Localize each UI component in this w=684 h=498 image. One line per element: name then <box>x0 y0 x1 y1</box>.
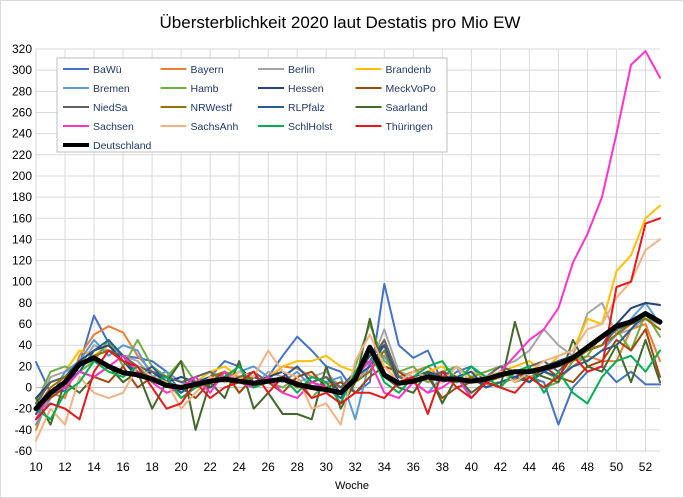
x-tick-label: 10 <box>29 460 43 474</box>
y-tick-label: 220 <box>12 148 32 162</box>
legend-label: Berlin <box>288 64 315 76</box>
legend-label: Saarland <box>386 102 428 114</box>
x-tick-label: 48 <box>581 460 595 474</box>
y-tick-label: 180 <box>12 190 32 204</box>
legend-label: Thüringen <box>386 121 433 133</box>
legend-label: RLPfalz <box>288 102 325 114</box>
x-tick-label: 34 <box>378 460 392 474</box>
legend-label: Hamb <box>191 83 219 95</box>
legend-label: MeckVoPo <box>386 83 436 95</box>
legend-label: Sachsen <box>93 121 134 133</box>
legend-label: SachsAnh <box>191 121 239 133</box>
y-tick-label: 280 <box>12 84 32 98</box>
legend-label: NiedSa <box>93 102 128 114</box>
y-tick-label: -20 <box>15 402 33 416</box>
x-tick-label: 42 <box>494 460 508 474</box>
y-tick-label: -60 <box>15 444 33 458</box>
y-tick-label: 160 <box>12 211 32 225</box>
legend-label: Deutschland <box>93 140 152 152</box>
x-tick-label: 22 <box>203 460 217 474</box>
series-lines <box>33 50 663 442</box>
legend-label: Bayern <box>191 64 224 76</box>
y-tick-label: 100 <box>12 275 32 289</box>
y-tick-label: 60 <box>19 317 33 331</box>
x-axis-title: Woche <box>335 480 369 492</box>
x-tick-label: 24 <box>232 460 246 474</box>
x-tick-label: 44 <box>523 460 537 474</box>
x-tick-label: 46 <box>552 460 566 474</box>
y-tick-label: 80 <box>19 296 33 310</box>
y-tick-label: 260 <box>12 105 32 119</box>
legend: BaWü Bayern Berlin Brandenb Bremen Hamb Hessen… <box>56 57 448 153</box>
x-tick-label: 18 <box>145 460 159 474</box>
legend-label: BaWü <box>93 64 122 76</box>
y-tick-label: 140 <box>12 232 32 246</box>
y-tick-label: 300 <box>12 63 32 77</box>
y-tick-label: 200 <box>12 169 32 183</box>
legend-label: Bremen <box>93 83 130 95</box>
legend-label: Hessen <box>288 83 324 95</box>
legend-label: Brandenb <box>386 64 432 76</box>
x-tick-label: 26 <box>262 460 276 474</box>
x-tick-label: 16 <box>116 460 130 474</box>
x-tick-label: 14 <box>87 460 101 474</box>
y-tick-label: 120 <box>12 254 32 268</box>
y-tick-label: 240 <box>12 127 32 141</box>
series-line-th-ringen <box>35 217 661 421</box>
x-tick-label: 40 <box>465 460 479 474</box>
x-tick-label: 28 <box>291 460 305 474</box>
x-tick-label: 50 <box>610 460 624 474</box>
x-tick-label: 30 <box>320 460 334 474</box>
legend-label: NRWestf <box>191 102 233 114</box>
x-tick-label: 36 <box>407 460 421 474</box>
legend-box <box>56 57 448 153</box>
axes: -60 -40 -20 0 20 40 60 80 100 120 140 160 180 200 220 2… <box>12 42 660 474</box>
y-tick-label: -40 <box>15 423 33 437</box>
x-tick-label: 52 <box>639 460 653 474</box>
x-tick-label: 32 <box>349 460 363 474</box>
y-tick-label: 20 <box>19 359 33 373</box>
legend-label: SchlHolst <box>288 121 332 133</box>
x-tick-label: 20 <box>174 460 188 474</box>
y-tick-label: 320 <box>12 42 32 56</box>
chart-title: Übersterblichkeit 2020 laut Destatis pro… <box>160 13 521 32</box>
series-line-deutschland <box>33 311 663 412</box>
y-tick-label: 0 <box>25 381 32 395</box>
x-tick-label: 12 <box>58 460 72 474</box>
y-tick-label: 40 <box>19 338 33 352</box>
x-tick-label: 38 <box>436 460 450 474</box>
